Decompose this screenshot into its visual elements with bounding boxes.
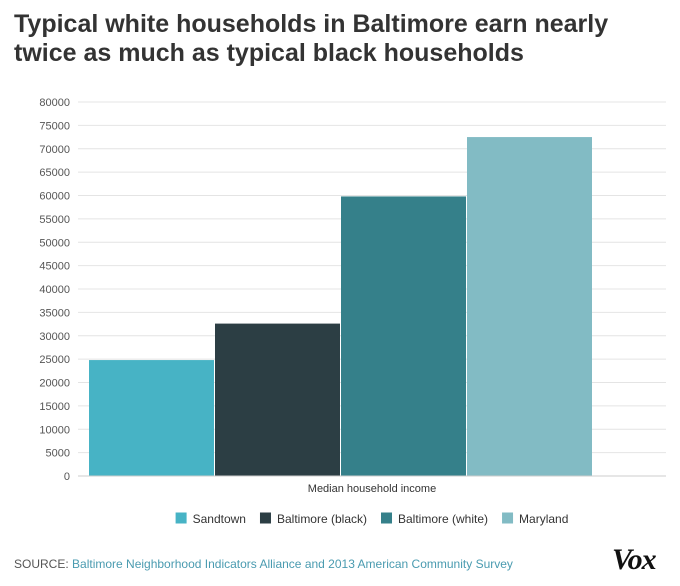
y-tick-label: 75000 bbox=[39, 120, 70, 132]
bar-baltimore-white bbox=[341, 196, 466, 476]
y-tick-label: 25000 bbox=[39, 354, 70, 366]
y-tick-label: 80000 bbox=[39, 97, 70, 109]
y-tick-label: 65000 bbox=[39, 167, 70, 179]
y-tick-label: 10000 bbox=[39, 424, 70, 436]
y-tick-label: 5000 bbox=[46, 448, 70, 460]
y-tick-label: 35000 bbox=[39, 307, 70, 319]
legend-swatch bbox=[381, 512, 393, 524]
bar-chart: 0 5000 10000 15000 20000 25000 30000 35000 40000… bbox=[39, 97, 666, 526]
legend-swatch bbox=[502, 512, 514, 524]
y-tick-label: 0 bbox=[64, 471, 70, 483]
source-prefix: SOURCE: bbox=[14, 557, 73, 571]
legend-label: Sandtown bbox=[193, 512, 246, 526]
bar-maryland bbox=[467, 137, 592, 476]
chart-title: Typical white households in Baltimore ea… bbox=[14, 10, 609, 67]
y-tick-label: 15000 bbox=[39, 401, 70, 413]
y-tick-label: 70000 bbox=[39, 144, 70, 156]
y-tick-label: 20000 bbox=[39, 378, 70, 390]
legend-swatch bbox=[259, 512, 271, 524]
bar-sandtown bbox=[89, 360, 214, 476]
legend-label: Maryland bbox=[519, 512, 568, 526]
legend-label: Baltimore (black) bbox=[277, 512, 367, 526]
x-axis-label: Median household income bbox=[308, 483, 436, 495]
legend-label: Baltimore (white) bbox=[398, 512, 488, 526]
y-tick-label: 60000 bbox=[39, 191, 70, 203]
bar-baltimore-black bbox=[215, 323, 340, 476]
y-axis-ticks: 0 5000 10000 15000 20000 25000 30000 35000 40000… bbox=[39, 97, 70, 483]
bars bbox=[89, 137, 592, 476]
y-tick-label: 45000 bbox=[39, 261, 70, 273]
y-tick-label: 30000 bbox=[39, 331, 70, 343]
legend-swatch bbox=[175, 512, 187, 524]
legend: Sandtown Baltimore (black) Baltimore (whit… bbox=[175, 512, 568, 526]
vox-logo: Vox bbox=[612, 543, 657, 576]
source-text[interactable]: Baltimore Neighborhood Indicators Allian… bbox=[72, 557, 513, 571]
y-tick-label: 55000 bbox=[39, 214, 70, 226]
y-tick-label: 40000 bbox=[39, 284, 70, 296]
y-tick-label: 50000 bbox=[39, 237, 70, 249]
source-note: SOURCE: Baltimore Neighborhood Indicator… bbox=[14, 557, 513, 571]
